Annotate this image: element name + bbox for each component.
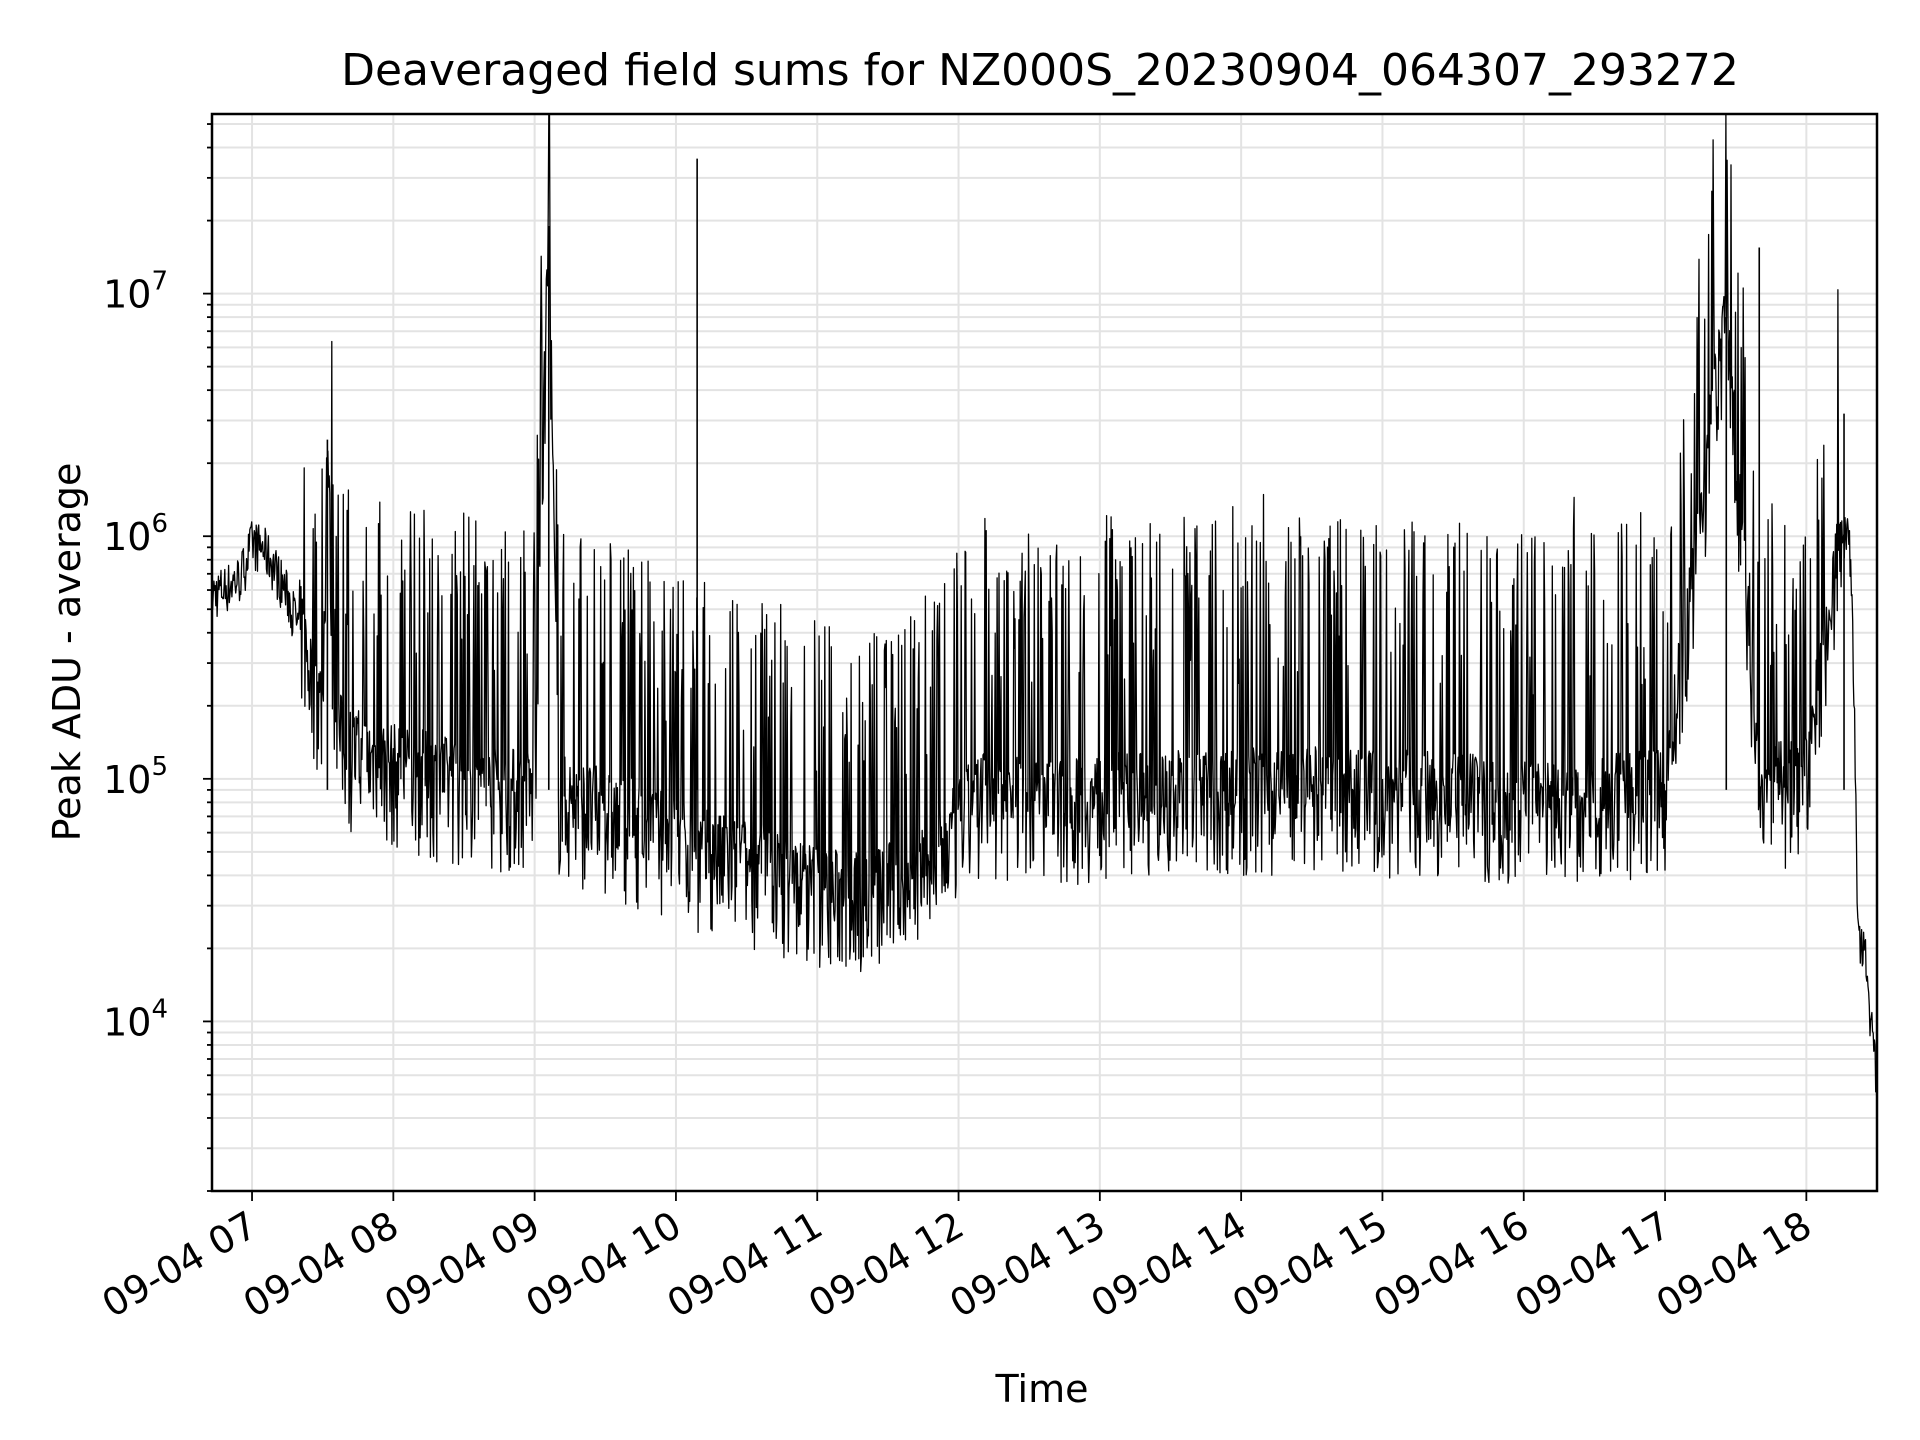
y-tick-exponent: 5 — [151, 752, 168, 782]
series-line — [211, 113, 1878, 1093]
chart-title: Deaveraged field sums for NZ000S_2023090… — [341, 45, 1739, 96]
y-tick-label: 105 — [103, 752, 168, 802]
x-axis-label: Time — [995, 1367, 1089, 1411]
y-axis-label: Peak ADU - average — [45, 463, 89, 842]
y-tick-label: 107 — [103, 267, 168, 317]
y-tick-exponent: 6 — [151, 509, 168, 539]
y-tick-label: 106 — [103, 509, 168, 559]
y-tick-exponent: 4 — [151, 994, 168, 1024]
y-axis: 104 105 106 107 — [103, 123, 212, 1192]
grid — [212, 114, 1877, 1192]
plot-frame — [210, 112, 1879, 1193]
plot-area — [211, 113, 1878, 1093]
y-tick-label: 104 — [103, 994, 168, 1044]
y-tick-exponent: 7 — [151, 267, 168, 297]
